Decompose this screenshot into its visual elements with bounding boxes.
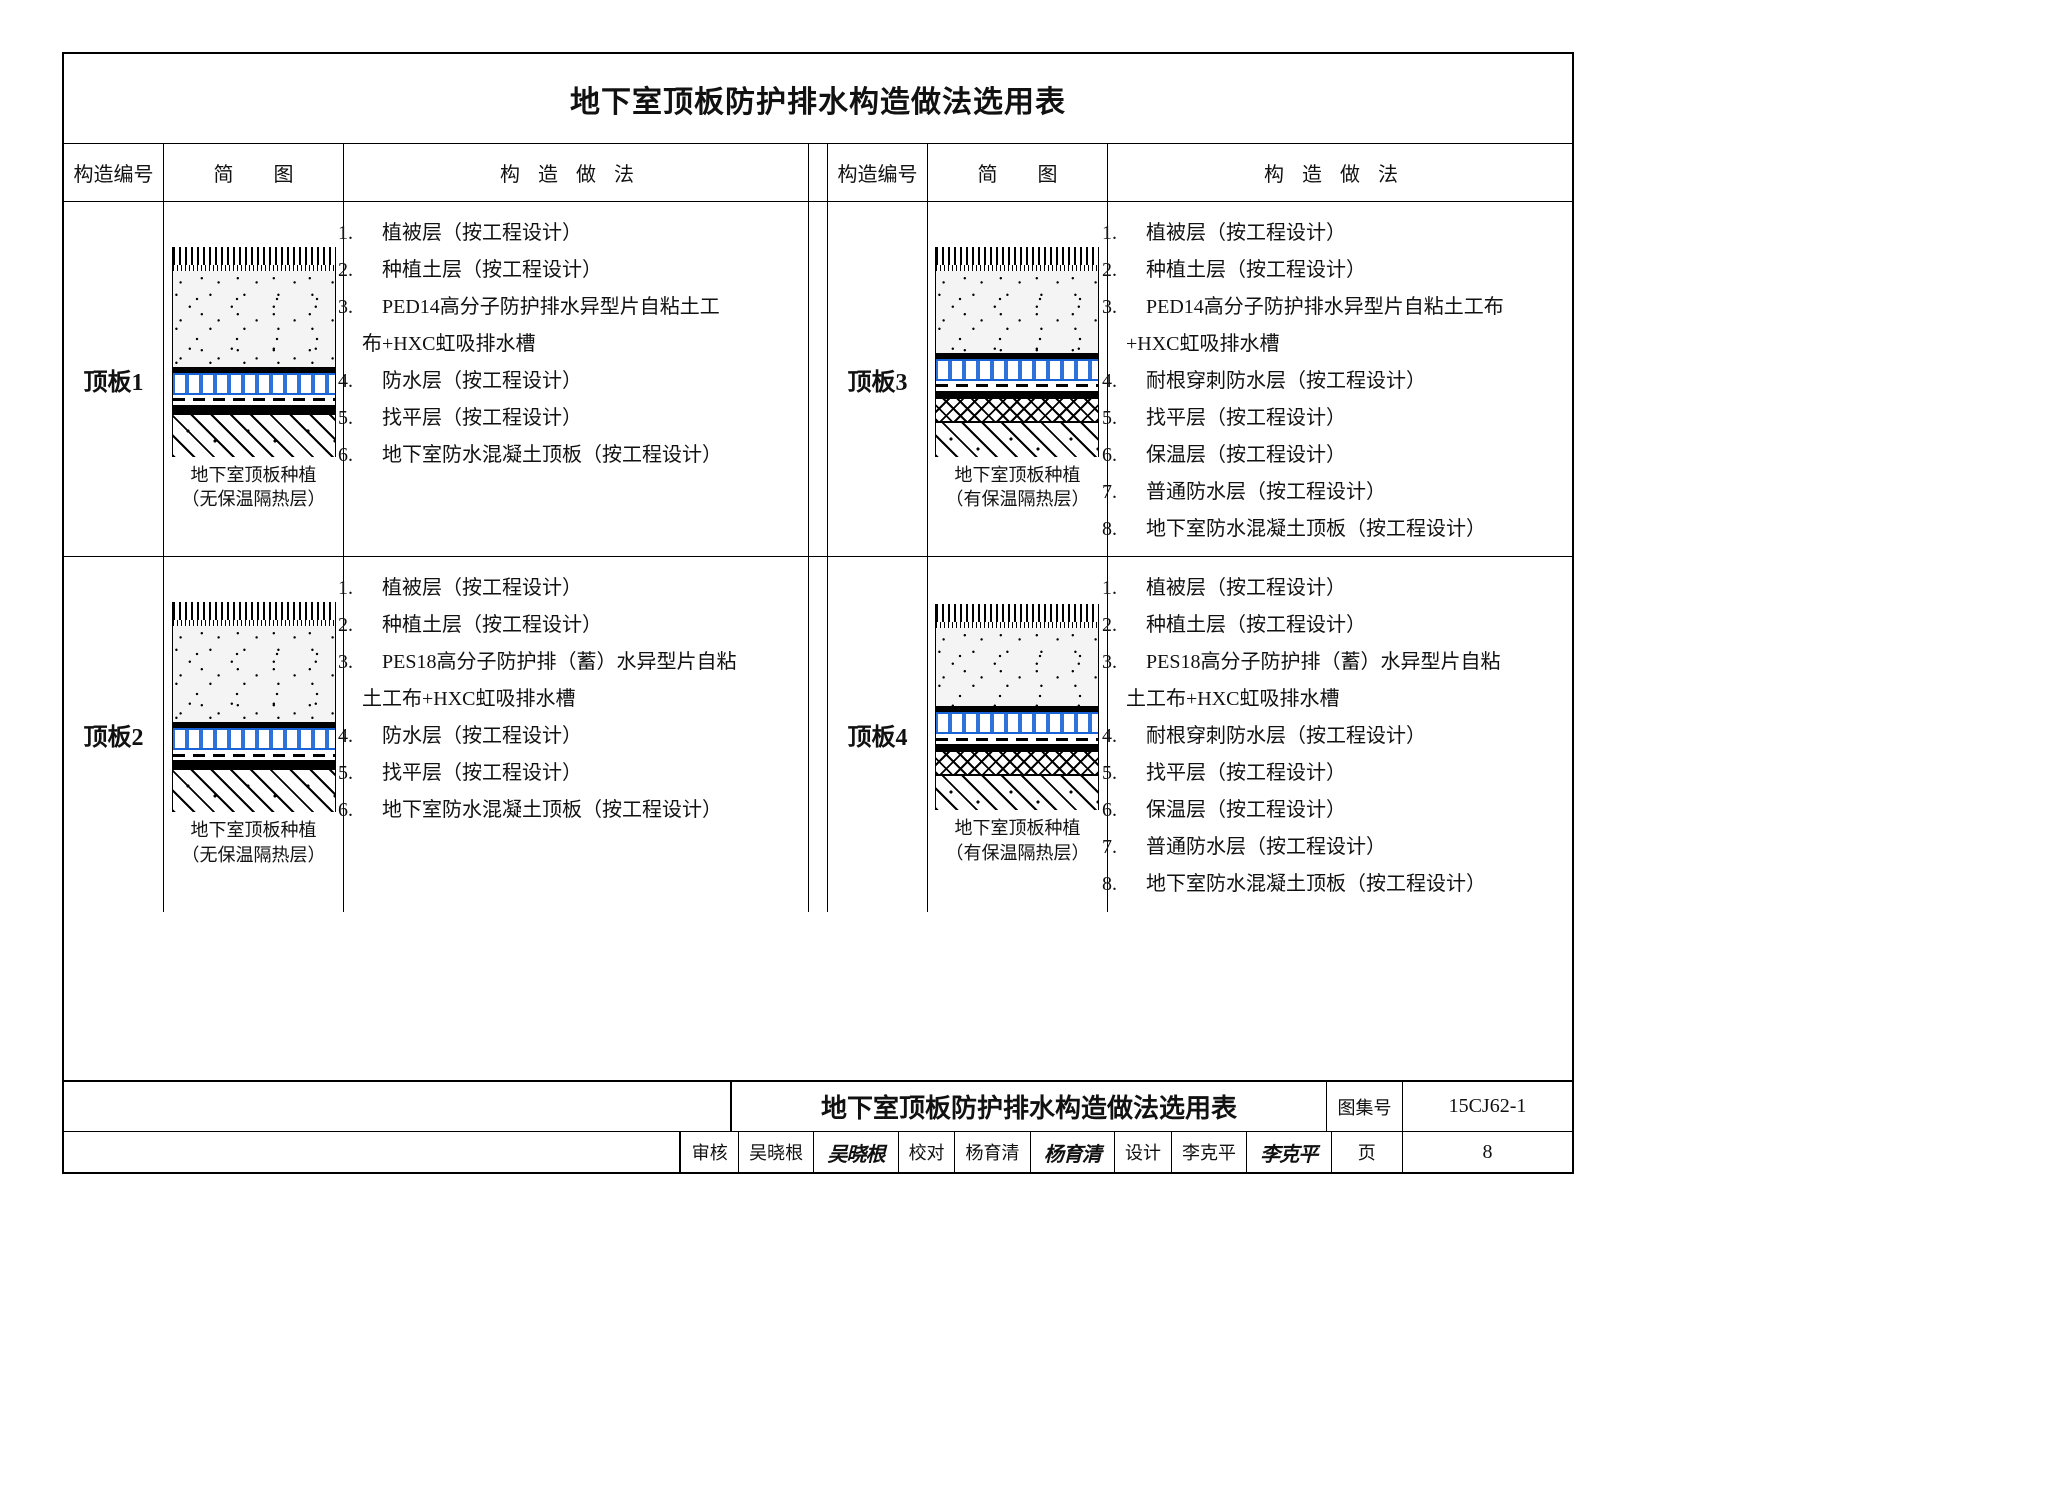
panel-1: 顶板1 地下室顶板种植 （无保温隔热层） [64,202,808,556]
atlas-no: 15CJ62-1 [1402,1082,1572,1131]
title-block-spacer [64,1132,681,1172]
section-diagram-icon [172,247,336,457]
title-block-row: 审核 吴晓根 吴晓根 校对 杨育清 杨育清 设计 李克平 李克平 页 8 [64,1132,1572,1172]
check-label: 校对 [898,1132,955,1172]
diagram-caption: 地下室顶板种植 （无保温隔热层） [182,818,326,867]
atlas-label: 图集号 [1326,1082,1402,1131]
title-block-spacer [64,1082,732,1131]
design-name: 李克平 [1171,1132,1246,1172]
panel-method: 1.植被层（按工程设计） 2.种植土层（按工程设计） 3.PES18高分子防护排… [344,557,808,912]
step: 1.植被层（按工程设计） [1126,571,1558,608]
step: 5.找平层（按工程设计） [362,401,794,438]
step: 2.种植土层（按工程设计） [1126,608,1558,645]
panel-diagram: 地下室顶板种植 （有保温隔热层） [928,202,1108,556]
panel-2: 顶板2 地下室顶板种植 （无保温隔热层） [64,557,808,912]
section-diagram-icon [935,604,1099,810]
diagram-caption: 地下室顶板种植 （有保温隔热层） [945,463,1089,512]
step: 3.PES18高分子防护排（蓄）水异型片自粘 [362,645,794,682]
step: 5.找平层（按工程设计） [362,756,794,793]
hdr-diagram-right: 简 图 [928,144,1108,201]
panel-code: 顶板2 [64,557,164,912]
step: 4.防水层（按工程设计） [362,364,794,401]
page-title: 地下室顶板防护排水构造做法选用表 [64,54,1572,144]
hdr-diagram-left: 简 图 [164,144,344,201]
diagram-caption: 地下室顶板种植 （有保温隔热层） [945,816,1089,865]
section-diagram-icon [172,602,336,812]
step: 4.防水层（按工程设计） [362,719,794,756]
review-signature: 吴晓根 [813,1132,897,1172]
hdr-method-left: 构造做法 [344,144,808,201]
step: 5.找平层（按工程设计） [1126,401,1558,438]
step-cont: 布+HXC虹吸排水槽 [362,327,794,364]
design-signature: 李克平 [1246,1132,1330,1172]
step: 7.普通防水层（按工程设计） [1126,475,1558,512]
review-name: 吴晓根 [738,1132,813,1172]
sheet-title: 地下室顶板防护排水构造做法选用表 [732,1082,1326,1131]
page-no: 8 [1402,1132,1572,1172]
section-diagram-icon [935,247,1099,457]
panel-diagram: 地下室顶板种植 （有保温隔热层） [928,557,1108,912]
hdr-code-right: 构造编号 [828,144,928,201]
step: 3.PED14高分子防护排水异型片自粘土工 [362,290,794,327]
step: 1.植被层（按工程设计） [1126,216,1558,253]
panel-code: 顶板1 [64,202,164,556]
hdr-code-left: 构造编号 [64,144,164,201]
diagram-caption: 地下室顶板种植 （无保温隔热层） [182,463,326,512]
review-label: 审核 [681,1132,738,1172]
step: 2.种植土层（按工程设计） [362,608,794,645]
drawing-sheet: 地下室顶板防护排水构造做法选用表 构造编号 简 图 构造做法 构造编号 简 图 … [62,52,1574,1082]
panel-method: 1.植被层（按工程设计） 2.种植土层（按工程设计） 3.PES18高分子防护排… [1108,557,1572,912]
step: 5.找平层（按工程设计） [1126,756,1558,793]
table-body: 顶板1 地下室顶板种植 （无保温隔热层） [64,202,1572,912]
step: 6.保温层（按工程设计） [1126,793,1558,830]
column-gap [808,202,828,556]
panel-code: 顶板3 [828,202,928,556]
step: 1.植被层（按工程设计） [362,571,794,608]
hdr-method-right: 构造做法 [1108,144,1572,201]
table-row: 顶板2 地下室顶板种植 （无保温隔热层） [64,557,1572,912]
panel-4: 顶板4 地下室顶板种植 （有保温隔热层） [828,557,1572,912]
step: 4.耐根穿刺防水层（按工程设计） [1126,364,1558,401]
panel-diagram: 地下室顶板种植 （无保温隔热层） [164,557,344,912]
column-gap [808,144,828,201]
step: 7.普通防水层（按工程设计） [1126,830,1558,867]
panel-method: 1.植被层（按工程设计） 2.种植土层（按工程设计） 3.PED14高分子防护排… [344,202,808,556]
step: 4.耐根穿刺防水层（按工程设计） [1126,719,1558,756]
step: 6.地下室防水混凝土顶板（按工程设计） [362,793,794,830]
step: 8.地下室防水混凝土顶板（按工程设计） [1126,867,1558,904]
title-block-row: 地下室顶板防护排水构造做法选用表 图集号 15CJ62-1 [64,1082,1572,1132]
step: 3.PED14高分子防护排水异型片自粘土工布 [1126,290,1558,327]
check-name: 杨育清 [954,1132,1029,1172]
check-signature: 杨育清 [1030,1132,1114,1172]
page-label: 页 [1331,1132,1403,1172]
panel-code: 顶板4 [828,557,928,912]
step: 8.地下室防水混凝土顶板（按工程设计） [1126,512,1558,549]
step: 6.保温层（按工程设计） [1126,438,1558,475]
panel-method: 1.植被层（按工程设计） 2.种植土层（按工程设计） 3.PED14高分子防护排… [1108,202,1572,556]
step: 2.种植土层（按工程设计） [1126,253,1558,290]
step: 2.种植土层（按工程设计） [362,253,794,290]
step: 3.PES18高分子防护排（蓄）水异型片自粘 [1126,645,1558,682]
step-cont: 土工布+HXC虹吸排水槽 [1126,682,1558,719]
design-label: 设计 [1114,1132,1171,1172]
step-cont: +HXC虹吸排水槽 [1126,327,1558,364]
step: 1.植被层（按工程设计） [362,216,794,253]
column-gap [808,557,828,912]
table-header: 构造编号 简 图 构造做法 构造编号 简 图 构造做法 [64,144,1572,202]
panel-3: 顶板3 地下室顶板种植 （有保温隔热层） [828,202,1572,556]
table-row: 顶板1 地下室顶板种植 （无保温隔热层） [64,202,1572,557]
step: 6.地下室防水混凝土顶板（按工程设计） [362,438,794,475]
panel-diagram: 地下室顶板种植 （无保温隔热层） [164,202,344,556]
step-cont: 土工布+HXC虹吸排水槽 [362,682,794,719]
title-block: 地下室顶板防护排水构造做法选用表 图集号 15CJ62-1 审核 吴晓根 吴晓根… [62,1082,1574,1174]
